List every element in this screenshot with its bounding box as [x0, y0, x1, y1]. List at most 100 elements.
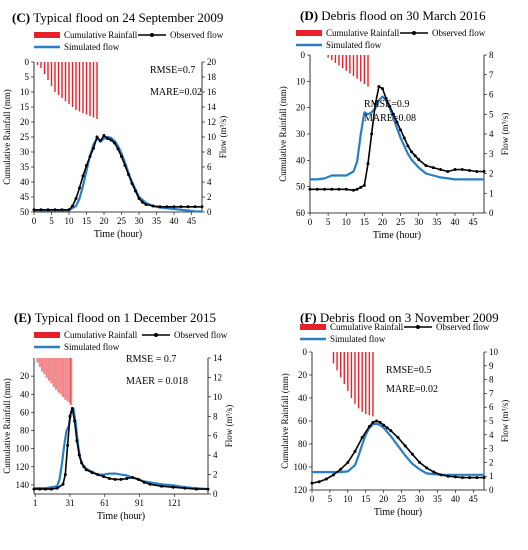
observed-flow-point [446, 170, 450, 174]
rainfall-bar [347, 352, 349, 392]
observed-flow-point [482, 476, 486, 480]
panel-title: (F) Debris flood on 3 November 2009 [300, 310, 499, 325]
y-left-tick-label: 30 [20, 147, 30, 157]
observed-flow-point [171, 485, 175, 489]
panel-title: (E) Typical flood on 1 December 2015 [14, 310, 216, 325]
observed-flow-point [371, 420, 375, 424]
y-right-axis-label: Flow (m³/s) [224, 405, 234, 447]
rainfall-bar [343, 352, 345, 385]
legend-label-observed: Observed flow [432, 28, 486, 38]
observed-flow-point [413, 154, 417, 158]
legend-label-simulated: Simulated flow [64, 42, 120, 52]
x-tick-label: 30 [414, 217, 424, 227]
simulated-flow-line [310, 95, 484, 181]
legend-label-rain: Cumulative Rainfall [330, 322, 404, 332]
observed-flow-point [373, 102, 377, 106]
y-left-tick-label: 60 [20, 407, 30, 417]
x-tick-label: 30 [135, 216, 145, 226]
legend-label-simulated: Simulated flow [64, 342, 120, 352]
observed-flow-point [120, 155, 123, 158]
x-tick-label: 121 [168, 498, 182, 508]
y-right-tick-label: 18 [207, 72, 217, 82]
y-left-tick-label: 20 [296, 103, 306, 113]
y-right-tick-label: 4 [489, 129, 494, 139]
observed-flow-point [102, 134, 106, 137]
y-left-tick-label: 10 [296, 76, 306, 86]
y-right-tick-label: 8 [489, 50, 494, 60]
y-left-tick-label: 40 [20, 389, 30, 399]
rainfall-bar [89, 62, 91, 116]
observed-flow-point [352, 188, 355, 192]
observed-flow-point [193, 205, 197, 209]
observed-flow-point [183, 486, 187, 490]
observed-flow-point [410, 150, 413, 154]
rainfall-bar [70, 358, 73, 406]
rainfall-bar [96, 62, 98, 119]
rainfall-bar [50, 358, 53, 384]
observed-flow-point [74, 197, 78, 200]
observed-flow-point [49, 487, 53, 491]
observed-flow-point [344, 187, 348, 191]
observed-flow-point [107, 476, 111, 480]
rainfall-bar [82, 62, 84, 113]
observed-flow-point [38, 487, 42, 491]
observed-flow-point [339, 467, 343, 471]
fit-statistic: MARE=0.08 [364, 113, 416, 124]
y-right-tick-label: 4 [213, 450, 218, 460]
rainfall-bar [336, 352, 338, 371]
y-right-tick-label: 3 [489, 149, 494, 159]
observed-flow-point [366, 162, 370, 166]
y-left-tick-label: 140 [16, 480, 30, 490]
x-tick-label: 5 [326, 217, 331, 227]
x-tick-label: 91 [135, 498, 144, 508]
observed-flow-point [82, 465, 86, 469]
observed-flow-point [131, 475, 135, 479]
x-tick-label: 1 [33, 498, 38, 508]
observed-flow-point [73, 419, 77, 423]
y-right-tick-label: 2 [207, 192, 212, 202]
rainfall-bar [327, 55, 329, 58]
observed-flow-point [63, 473, 67, 477]
observed-flow-point [389, 429, 393, 433]
panel-title-text: Typical flood on 24 September 2009 [33, 10, 223, 25]
y-right-tick-label: 5 [489, 109, 494, 119]
legend-label-rain: Cumulative Rainfall [64, 30, 138, 40]
y-left-tick-label: 15 [20, 102, 30, 112]
rainfall-bar [352, 55, 355, 77]
observed-flow-point [92, 146, 95, 150]
y-right-tick-label: 10 [207, 132, 217, 142]
observed-flow-point [46, 208, 50, 212]
observed-flow-point [317, 480, 321, 484]
rainfall-bar [78, 62, 81, 112]
y-left-tick-label: 80 [20, 426, 30, 436]
panel-letter: (D) [300, 8, 321, 23]
panel-title-text: Debris flood on 30 March 2016 [321, 8, 486, 23]
x-tick-label: 15 [82, 216, 92, 226]
y-right-tick-label: 7 [489, 70, 494, 80]
y-right-tick-label: 0 [489, 208, 494, 218]
observed-flow-point [375, 419, 378, 423]
observed-flow-point [403, 444, 407, 448]
panel-title-text: Typical flood on 1 December 2015 [35, 310, 216, 325]
y-right-tick-label: 12 [213, 372, 222, 382]
observed-flow-point [90, 471, 94, 475]
y-right-tick-label: 20 [207, 57, 217, 67]
y-right-tick-label: 8 [207, 147, 212, 157]
y-right-axis-label: Flow (m³/s) [218, 116, 228, 158]
observed-flow-point [85, 164, 88, 167]
rainfall-bar [349, 55, 351, 74]
observed-flow-point [384, 96, 388, 100]
observed-flow-point [381, 87, 384, 91]
rainfall-bar [354, 352, 356, 404]
y-right-tick-label: 3 [489, 444, 494, 454]
y-left-tick-label: 60 [298, 416, 308, 426]
x-tick-label: 31 [65, 498, 74, 508]
panel-d: (D) Debris flood on 30 March 2016 Cumulat… [278, 8, 510, 241]
y-left-tick-label: 45 [20, 192, 30, 202]
x-tick-label: 35 [433, 494, 443, 504]
x-tick-label: 40 [451, 217, 461, 227]
x-tick-label: 0 [32, 216, 37, 226]
y-left-tick-label: 60 [296, 208, 306, 218]
observed-flow-point [96, 473, 100, 477]
observed-flow-point [113, 141, 116, 145]
